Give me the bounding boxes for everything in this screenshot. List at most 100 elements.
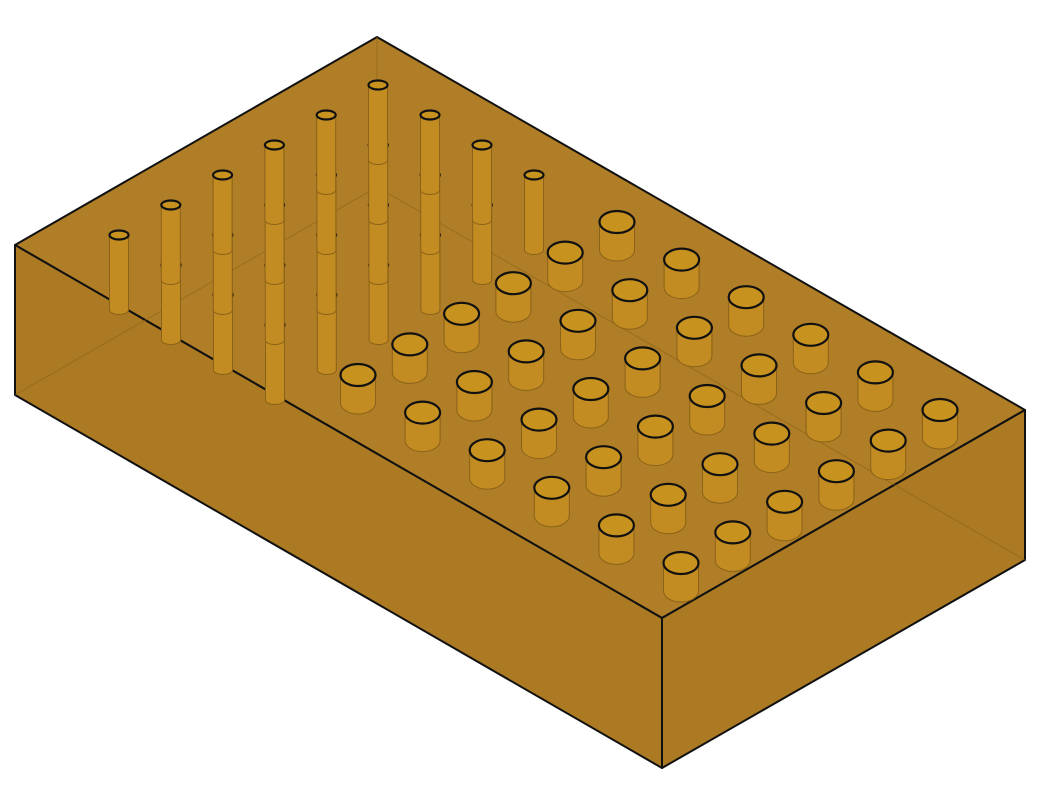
hole: [455, 369, 493, 422]
hole: [584, 445, 623, 497]
hole-shaft: [524, 174, 544, 255]
hole-shaft: [160, 204, 181, 285]
hole-rim: [572, 376, 610, 402]
hole-rim: [443, 301, 481, 326]
hole: [921, 397, 959, 450]
hole-shaft: [161, 264, 181, 345]
hole-rim: [339, 362, 377, 388]
hole-rim: [817, 459, 856, 484]
hole: [507, 339, 545, 391]
hole-shaft: [420, 114, 440, 195]
hole-rim: [921, 397, 959, 423]
hole-rim: [404, 400, 442, 425]
hole-shaft: [368, 84, 388, 165]
hole: [611, 278, 649, 330]
hole-rim: [391, 332, 429, 357]
hole: [559, 308, 597, 361]
hole: [468, 438, 506, 490]
hole-rim: [662, 247, 701, 272]
hole: [804, 390, 843, 443]
hole: [817, 459, 856, 511]
hole-rim: [792, 322, 830, 347]
hole-shaft: [265, 324, 285, 405]
hole-rim: [212, 169, 234, 181]
hole: [572, 376, 610, 429]
hole: [856, 360, 895, 412]
hole-rim: [727, 285, 765, 310]
hole-rim: [494, 271, 533, 296]
hole: [792, 322, 830, 375]
hole-shaft: [420, 174, 441, 255]
hole: [688, 383, 726, 436]
hole-shaft: [316, 114, 337, 195]
hole-rim: [468, 438, 506, 463]
hole-rim: [611, 278, 649, 303]
hole: [597, 513, 636, 565]
hole-rim: [636, 414, 675, 439]
hole-rim: [471, 139, 493, 151]
hole-shaft: [316, 234, 337, 315]
hole-rim: [688, 383, 726, 409]
hole-rim: [507, 339, 545, 364]
hole-rim: [533, 475, 571, 500]
hole-shaft: [368, 204, 389, 285]
hole-rim: [455, 369, 493, 395]
hole: [471, 139, 493, 225]
hole: [212, 169, 234, 255]
hole: [675, 315, 714, 368]
hole-rim: [315, 109, 337, 121]
hole-rim: [584, 445, 623, 470]
hole: [443, 301, 481, 354]
hole-shaft: [472, 204, 493, 285]
hole: [598, 209, 636, 262]
hole: [869, 428, 907, 481]
hole: [520, 407, 558, 460]
hole: [315, 109, 337, 195]
hole: [714, 520, 752, 572]
hole-rim: [263, 139, 285, 151]
hole-rim: [597, 513, 636, 538]
hole-rim: [714, 520, 752, 545]
hole: [649, 482, 687, 535]
hole: [740, 353, 778, 405]
hole: [546, 240, 584, 293]
hole: [765, 489, 804, 542]
hole-shaft: [316, 174, 337, 255]
hole-rim: [804, 390, 843, 416]
hole-rim: [108, 229, 130, 241]
hole: [494, 271, 533, 323]
hole: [662, 550, 700, 603]
hole-rim: [419, 109, 441, 121]
hole: [391, 332, 429, 384]
hole: [623, 346, 662, 398]
hole-shaft: [212, 174, 233, 255]
hole: [662, 247, 701, 300]
hole-rim: [160, 199, 182, 211]
hole-rim: [701, 452, 739, 477]
hole: [108, 229, 130, 315]
hole: [263, 139, 285, 225]
hole-shaft: [472, 144, 492, 225]
hole: [339, 362, 377, 415]
hole-shaft: [212, 234, 233, 315]
hole-rim: [662, 550, 700, 576]
hole-rim: [520, 407, 558, 432]
hole-rim: [765, 489, 804, 514]
hole-rim: [869, 428, 907, 453]
hole-shaft: [264, 144, 285, 225]
hole-shaft: [264, 264, 285, 345]
hole-shaft: [316, 294, 337, 375]
holes: [108, 79, 959, 603]
hole: [523, 169, 545, 255]
hole: [533, 475, 571, 528]
hole-shaft: [213, 294, 233, 375]
hole: [701, 452, 739, 504]
hole: [753, 421, 791, 474]
hole: [636, 414, 675, 467]
hole: [160, 199, 182, 285]
hole-rim: [856, 360, 895, 385]
hole-shaft: [368, 144, 389, 225]
hole-rim: [367, 79, 389, 91]
